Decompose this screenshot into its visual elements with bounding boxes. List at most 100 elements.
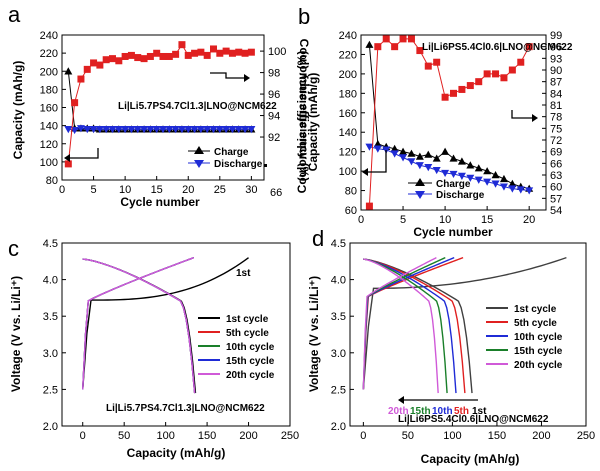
point-discharge-23 (203, 126, 212, 134)
x-tick-label-3: 15 (151, 184, 163, 196)
y-tick-label-6: 200 (40, 66, 58, 78)
y-tick-label-2: 120 (40, 139, 58, 151)
point-coulombic-efficiency-7 (416, 47, 424, 55)
legend-charge-marker-b (415, 178, 425, 186)
y2-tick-label-7: 75 (550, 123, 562, 135)
point-discharge-14 (146, 126, 155, 134)
y-tick-label-1: 2.5 (331, 384, 346, 396)
point-coulombic-efficiency-5 (90, 59, 98, 67)
x-tick-label-2: 100 (443, 430, 461, 442)
point-discharge-7 (415, 162, 424, 170)
point-charge-10 (441, 147, 450, 155)
point-discharge-2 (373, 145, 382, 153)
point-discharge-4 (390, 150, 399, 158)
point-coulombic-efficiency-30 (247, 48, 255, 56)
point-coulombic-efficiency-28 (235, 48, 243, 56)
point-charge-14 (474, 164, 483, 172)
x-tick-label-1: 50 (402, 430, 414, 442)
point-coulombic-efficiency-8 (109, 55, 116, 63)
point-discharge-5 (89, 126, 98, 134)
point-discharge-13 (140, 126, 149, 134)
y-tick-label-3: 3.5 (43, 311, 58, 323)
y-tick-label-2: 100 (339, 166, 357, 178)
y-tick-label-4: 4.0 (43, 275, 58, 287)
arrow-to-right-axis-a (210, 72, 246, 79)
point-coulombic-efficiency-18 (172, 50, 180, 58)
point-discharge-26 (222, 126, 231, 134)
y-axis-label-c: Voltage (V vs. Li/Li⁺) (9, 276, 23, 392)
point-discharge-20 (525, 187, 534, 195)
y-tick-label-2: 3.0 (43, 348, 58, 360)
point-coulombic-efficiency-22 (197, 48, 205, 56)
point-coulombic-efficiency-10 (441, 93, 449, 101)
y-tick-label-7: 200 (339, 69, 357, 81)
panel-label-c: c (8, 236, 19, 261)
point-discharge-30 (247, 126, 256, 134)
x-tick-label-0: 0 (360, 430, 366, 442)
point-discharge-11 (127, 126, 136, 134)
x-tick-label-0: 0 (80, 430, 86, 442)
point-coulombic-efficiency-19 (517, 58, 525, 66)
point-discharge-28 (234, 126, 243, 134)
point-coulombic-efficiency-4 (391, 43, 399, 51)
discharge-curve-20th-cycle (363, 258, 439, 394)
point-coulombic-efficiency-6 (96, 61, 104, 69)
point-charge-16 (491, 171, 500, 179)
y-tick-label-4: 140 (339, 127, 357, 139)
y2-axis-break-mark-a (264, 164, 267, 167)
charge-curve-15th-cycle (362, 257, 446, 390)
point-coulombic-efficiency-19 (178, 41, 186, 49)
y-axis-label-a: Capacity (mAh/g) (11, 61, 25, 160)
point-discharge-27 (228, 126, 237, 134)
point-discharge-25 (215, 126, 224, 134)
x-axis-label-a: Cycle number (120, 195, 200, 209)
point-discharge-16 (491, 180, 500, 188)
arrow-head-right-b (532, 114, 538, 122)
data-marks-c (82, 256, 249, 394)
x-tick-label-3: 150 (198, 430, 216, 442)
y2-tick-label-6: 72 (550, 135, 562, 147)
axis-ticks-b: 0 5 10 15 20 60 80 100 120 140 160 180 200 220 240 5457… (339, 30, 563, 226)
arrow-head-left-a (64, 154, 70, 162)
legend-charge-marker-a (194, 146, 204, 154)
point-discharge-16 (159, 126, 167, 134)
legend-charge-label-a: Charge (214, 147, 249, 158)
y-tick-label-0: 2.0 (43, 421, 58, 433)
y2-tick-label-4: 100 (268, 46, 286, 58)
point-coulombic-efficiency-3 (382, 35, 390, 43)
point-charge-2 (373, 139, 382, 148)
legend-label-15th-cycle: 15th cycle (514, 346, 563, 357)
y2-tick-label-8: 78 (550, 112, 562, 124)
cycle-labels-d: 20th 15th 10th 5th 1st (388, 406, 487, 417)
legend-label-20th-cycle: 20th cycle (226, 370, 275, 381)
axis-ticks-c: 0 50 100 150 200 250 2.0 2.5 3.0 3.5 4.0 4.5 (43, 238, 299, 442)
arrow-head-left-b (362, 168, 368, 176)
axis-ticks-d: 0 50 100 150 200 250 2.0 2.5 3.0 3.5 4.0 4.5 (331, 238, 595, 442)
y-tick-label-8: 220 (339, 49, 357, 61)
plot-frame-d (349, 242, 587, 427)
legend-discharge-label-b: Discharge (436, 190, 485, 201)
y2-tick-label-4: 66 (550, 158, 562, 170)
x-tick-label-3: 15 (481, 214, 493, 226)
y2-tick-label-3: 98 (268, 68, 280, 80)
panel-label-a: a (8, 2, 21, 27)
discharge-curve-20th-cycle (82, 258, 196, 394)
axis-ticks-a: 0 5 10 15 20 25 30 80 100 120 140 160 180 200 220 240 92… (40, 30, 287, 196)
y-tick-label-4: 4.0 (331, 275, 346, 287)
point-discharge-12 (133, 126, 142, 134)
point-coulombic-efficiency-11 (450, 89, 457, 97)
y2-tick-label-14: 96 (550, 42, 562, 54)
arrow-head-right-a (244, 74, 250, 82)
point-discharge-12 (457, 172, 466, 180)
y-tick-label-9: 240 (339, 30, 357, 42)
point-discharge-10 (121, 126, 130, 134)
charge-curve-1st-cycle (82, 257, 249, 390)
point-discharge-8 (424, 164, 433, 172)
x-tick-label-4: 200 (532, 430, 550, 442)
x-tick-label-2: 10 (119, 184, 131, 196)
y-axis-label-b: Capacity (mAh/g) (306, 73, 320, 172)
y2-axis-label-a: Coulombic efficiency (%) (297, 39, 311, 182)
point-coulombic-efficiency-21 (191, 49, 199, 57)
legend-label-1st-cycle: 1st cycle (514, 304, 557, 315)
y-tick-label-3: 140 (40, 121, 58, 133)
